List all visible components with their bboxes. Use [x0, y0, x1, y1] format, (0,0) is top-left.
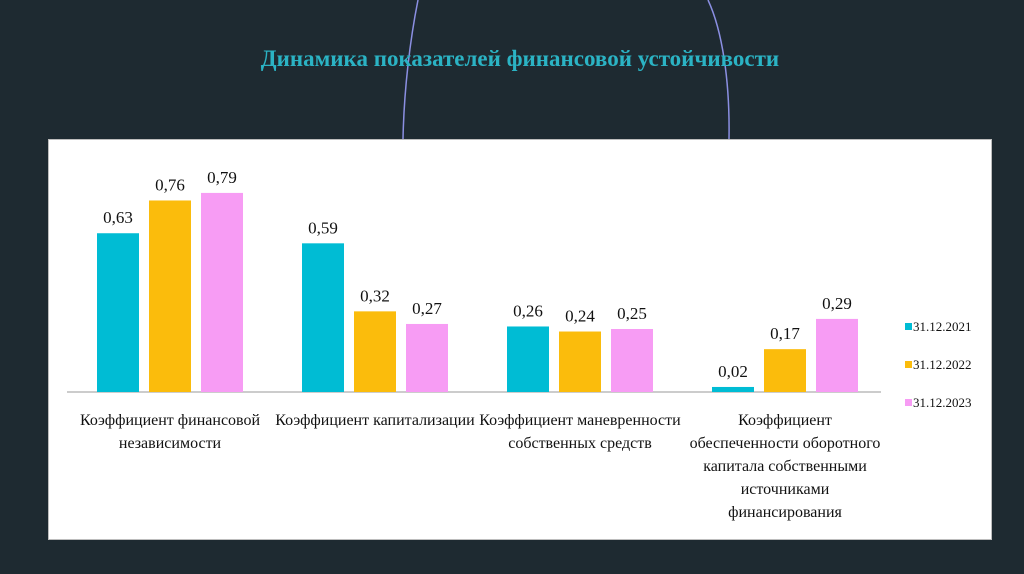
bar-31.12.2021-0: [97, 233, 139, 392]
data-label: 0,29: [822, 294, 852, 313]
bar-31.12.2023-3: [816, 318, 858, 392]
data-label: 0,59: [308, 218, 338, 237]
data-label: 0,63: [103, 208, 133, 227]
chart-title: Динамика показателей финансовой устойчив…: [260, 46, 780, 71]
data-label: 0,24: [565, 307, 595, 326]
category-label: Коэффициент маневренности: [479, 412, 681, 429]
category-label: Коэффициент: [738, 412, 832, 429]
data-label: 0,02: [718, 362, 748, 381]
bar-31.12.2023-0: [201, 192, 243, 392]
data-label: 0,79: [207, 168, 237, 187]
legend-entry: 31.12.2021: [913, 319, 972, 334]
legend-entry: 31.12.2022: [913, 357, 972, 372]
legend-swatch: [905, 361, 912, 368]
legend-swatch: [905, 399, 912, 406]
category-label: независимости: [119, 435, 222, 452]
legend-entry: 31.12.2023: [913, 395, 972, 410]
bar-chart: 0,63 0,76 0,79 Коэффициент финансовой незави…: [67, 168, 972, 521]
bar-31.12.2021-1: [302, 243, 344, 392]
bar-31.12.2022-0: [149, 200, 191, 392]
legend-swatch: [905, 323, 912, 330]
bar-31.12.2021-3: [712, 386, 754, 392]
category-label: финансирования: [728, 504, 842, 521]
data-label: 0,17: [770, 324, 800, 343]
category-label: обеспеченности оборотного: [690, 435, 881, 452]
data-label: 0,26: [513, 301, 543, 320]
category-label: Коэффициент капитализации: [275, 412, 475, 429]
category-label: Коэффициент финансовой: [80, 412, 261, 429]
category-label: источниками: [741, 481, 830, 498]
data-label: 0,32: [360, 286, 390, 305]
data-label: 0,76: [155, 175, 185, 194]
data-label: 0,25: [617, 304, 647, 323]
category-label: собственных средств: [508, 435, 652, 452]
bar-31.12.2022-2: [559, 331, 601, 392]
data-label: 0,27: [412, 299, 442, 318]
bar-31.12.2022-3: [764, 349, 806, 392]
category-label: капитала собственными: [703, 458, 867, 475]
chart-area: 0,63 0,76 0,79 Коэффициент финансовой незави…: [48, 139, 992, 540]
bar-31.12.2021-2: [507, 326, 549, 392]
bar-31.12.2022-1: [354, 311, 396, 392]
bar-31.12.2023-1: [406, 323, 448, 392]
bar-31.12.2023-2: [611, 329, 653, 392]
